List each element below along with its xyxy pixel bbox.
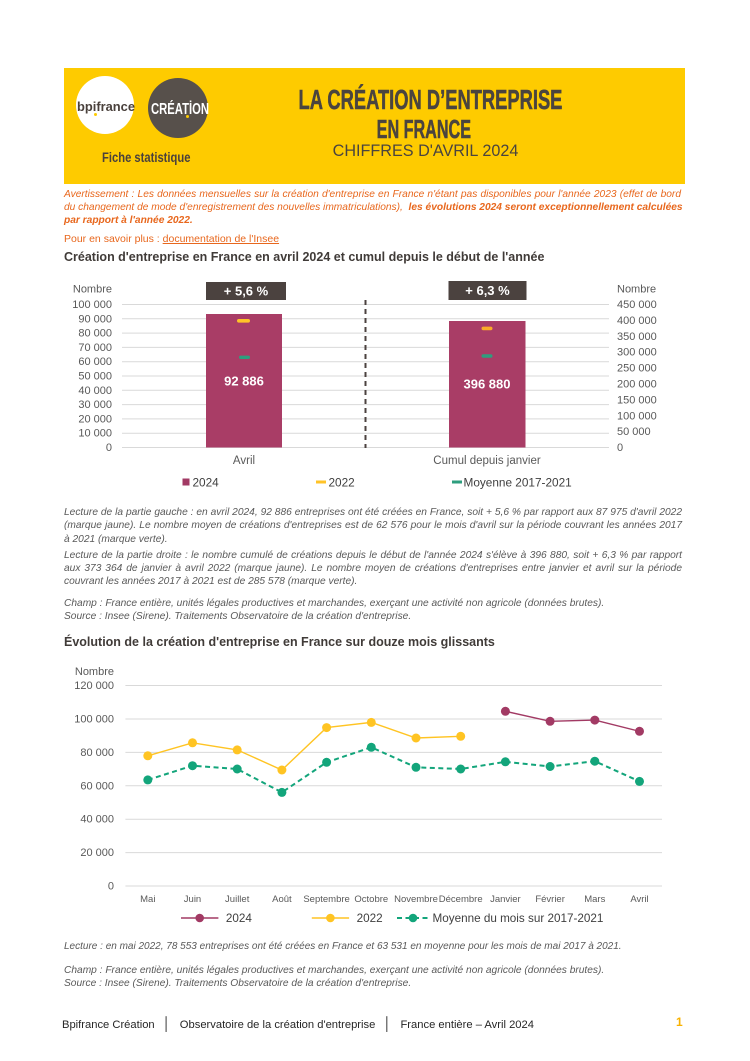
svg-text:20 000: 20 000: [78, 413, 112, 425]
svg-text:Cumul depuis janvier: Cumul depuis janvier: [433, 455, 541, 467]
svg-text:90 000: 90 000: [78, 313, 112, 325]
svg-text:Octobre: Octobre: [354, 894, 388, 905]
svg-text:Juin: Juin: [184, 894, 201, 905]
svg-text:Juillet: Juillet: [225, 894, 250, 905]
svg-text:Nombre: Nombre: [617, 284, 656, 296]
svg-text:80 000: 80 000: [80, 747, 114, 759]
svg-text:Avril: Avril: [233, 455, 255, 467]
svg-text:Septembre: Septembre: [303, 894, 349, 905]
svg-text:Novembre: Novembre: [394, 894, 438, 905]
svg-text:50 000: 50 000: [78, 371, 112, 383]
svg-text:80 000: 80 000: [78, 328, 112, 340]
svg-text:350 000: 350 000: [617, 331, 657, 343]
svg-text:100 000: 100 000: [74, 714, 114, 726]
svg-text:100 000: 100 000: [617, 410, 657, 422]
svg-text:+ 5,6 %: + 5,6 %: [224, 284, 269, 299]
svg-text:Nombre: Nombre: [75, 666, 114, 678]
svg-text:20 000: 20 000: [80, 847, 114, 859]
svg-text:2024: 2024: [193, 476, 220, 490]
svg-text:40 000: 40 000: [80, 814, 114, 826]
svg-text:70 000: 70 000: [78, 342, 112, 354]
svg-text:300 000: 300 000: [617, 347, 657, 359]
svg-text:Avril: Avril: [630, 894, 648, 905]
svg-text:Janvier: Janvier: [490, 894, 521, 905]
svg-text:50 000: 50 000: [617, 426, 651, 438]
svg-text:Février: Février: [535, 894, 565, 905]
svg-text:60 000: 60 000: [78, 356, 112, 368]
svg-text:200 000: 200 000: [617, 379, 657, 391]
svg-text:40 000: 40 000: [78, 385, 112, 397]
svg-text:Mars: Mars: [584, 894, 605, 905]
svg-text:120 000: 120 000: [74, 680, 114, 692]
svg-text:Août: Août: [272, 894, 292, 905]
svg-text:250 000: 250 000: [617, 363, 657, 375]
svg-text:+ 6,3 %: + 6,3 %: [465, 283, 510, 298]
svg-text:Mai: Mai: [140, 894, 155, 905]
svg-text:30 000: 30 000: [78, 399, 112, 411]
svg-text:0: 0: [106, 442, 112, 454]
svg-text:150 000: 150 000: [617, 394, 657, 406]
svg-text:0: 0: [617, 442, 623, 454]
svg-text:Décembre: Décembre: [439, 894, 483, 905]
svg-text:396 880: 396 880: [464, 377, 511, 392]
svg-text:Moyenne 2017-2021: Moyenne 2017-2021: [464, 476, 572, 490]
svg-text:Nombre: Nombre: [73, 284, 112, 296]
svg-text:Moyenne du mois sur 2017-2021: Moyenne du mois sur 2017-2021: [433, 912, 604, 925]
svg-text:400 000: 400 000: [617, 315, 657, 327]
svg-text:2022: 2022: [357, 912, 383, 925]
svg-text:2022: 2022: [329, 476, 355, 490]
svg-text:2024: 2024: [226, 912, 253, 925]
svg-text:60 000: 60 000: [80, 780, 114, 792]
svg-text:10 000: 10 000: [78, 428, 112, 440]
svg-text:450 000: 450 000: [617, 299, 657, 311]
svg-text:92 886: 92 886: [224, 374, 264, 389]
svg-text:100 000: 100 000: [72, 299, 112, 311]
svg-text:0: 0: [108, 881, 114, 893]
